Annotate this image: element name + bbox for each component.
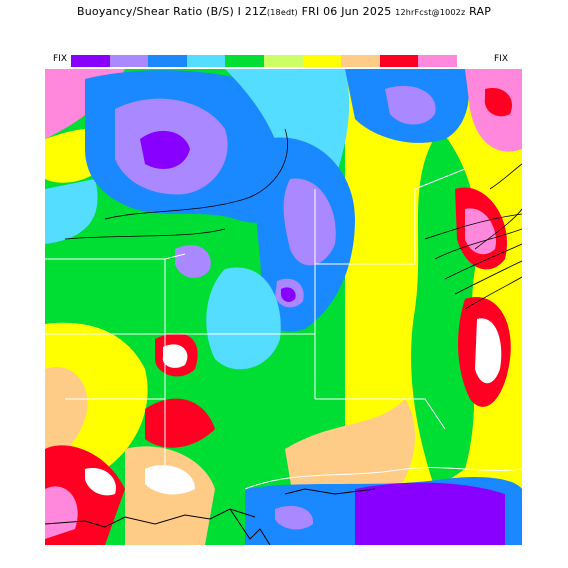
title-forecast: 12hrFcst@1002z	[395, 8, 466, 17]
legend-swatch	[109, 55, 149, 67]
ratio-map	[45, 69, 522, 545]
legend-swatch	[418, 55, 457, 67]
title-date: FRI 06 Jun 2025	[297, 5, 396, 18]
state-borders	[45, 168, 522, 490]
legend-left-fix: FIX	[53, 54, 67, 64]
map-title: Buoyancy/Shear Ratio (B/S) I 21Z(18edt) …	[0, 5, 568, 18]
legend-swatch	[302, 55, 342, 67]
title-local-time: (18edt)	[266, 8, 298, 17]
title-main: Buoyancy/Shear Ratio (B/S) I 21Z	[76, 5, 267, 18]
legend-right-fix: FIX	[494, 54, 508, 64]
legend-swatch	[341, 55, 380, 67]
shear-contours	[64, 128, 522, 310]
legend-swatch	[225, 55, 264, 67]
legend-swatch	[264, 55, 303, 67]
coastline	[45, 488, 376, 545]
title-model: RAP	[465, 5, 492, 18]
legend-swatch	[379, 55, 419, 67]
color-legend: FIX FIX < > 12345678910	[0, 26, 568, 84]
legend-swatch	[186, 55, 226, 67]
legend-swatch	[148, 55, 187, 67]
legend-swatch	[71, 55, 110, 67]
field-shading	[45, 69, 522, 545]
